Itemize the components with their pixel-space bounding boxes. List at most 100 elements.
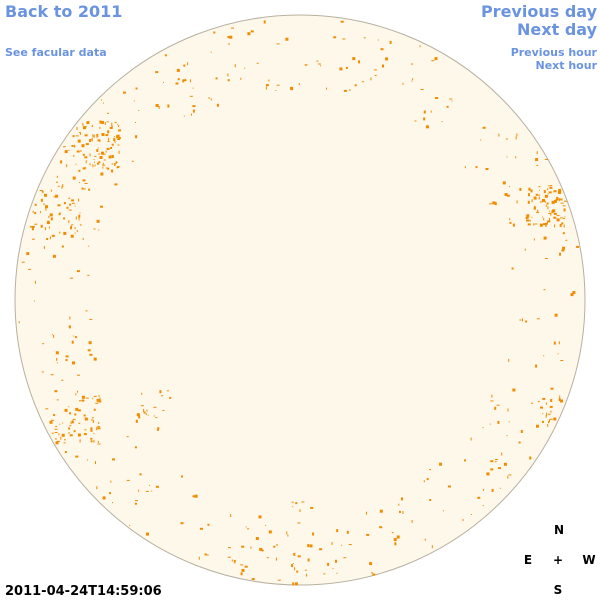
facula <box>342 38 346 40</box>
facula <box>64 451 67 454</box>
facula <box>536 318 540 320</box>
facula <box>54 390 58 393</box>
facula <box>562 232 565 235</box>
facula <box>46 221 50 225</box>
facula <box>135 87 138 90</box>
facula <box>394 542 397 546</box>
facula <box>470 514 472 515</box>
facula <box>70 226 72 230</box>
facula <box>92 134 94 137</box>
facula <box>93 134 95 138</box>
facula <box>570 293 574 297</box>
facula <box>559 252 561 256</box>
facula <box>527 223 531 226</box>
facula <box>74 205 76 207</box>
facula <box>554 224 556 228</box>
facula <box>486 472 490 476</box>
facula <box>72 335 74 337</box>
facula <box>576 245 580 248</box>
facula <box>305 65 307 66</box>
facula <box>544 258 548 259</box>
facula <box>506 156 508 158</box>
facula <box>73 430 76 433</box>
facula <box>91 419 94 421</box>
facula <box>43 245 45 249</box>
facula <box>66 206 69 209</box>
facula <box>155 485 159 488</box>
facula <box>398 503 400 506</box>
facula <box>565 239 568 241</box>
facula <box>68 149 70 151</box>
facula <box>277 579 281 581</box>
facula <box>183 79 187 82</box>
facula <box>346 530 349 534</box>
facula <box>78 217 80 221</box>
facula <box>113 138 116 142</box>
facula <box>31 238 35 240</box>
facula <box>69 316 71 320</box>
back-link[interactable]: Back to 2011 <box>5 2 122 21</box>
facula <box>101 151 104 155</box>
facula <box>33 300 35 302</box>
faculae <box>18 20 580 586</box>
facula <box>266 557 269 559</box>
facula <box>343 89 347 92</box>
facula <box>335 559 337 563</box>
facula <box>98 153 101 155</box>
facula <box>560 399 563 403</box>
facula <box>531 402 534 404</box>
facula <box>310 506 314 509</box>
facula <box>72 361 75 365</box>
facula <box>291 501 294 503</box>
facula <box>508 358 510 362</box>
facula <box>559 198 562 201</box>
facula <box>135 135 138 139</box>
next-hour-link[interactable]: Next hour <box>536 59 598 72</box>
facula <box>49 420 53 424</box>
facula <box>204 553 207 556</box>
facula <box>41 190 43 193</box>
facula <box>312 532 315 536</box>
facula <box>299 509 301 513</box>
facula <box>117 166 119 169</box>
facula <box>549 405 553 408</box>
facula <box>268 79 270 82</box>
facula <box>556 215 560 217</box>
facula <box>135 419 138 423</box>
facula <box>544 222 548 225</box>
facula <box>181 475 183 478</box>
facula <box>470 437 472 441</box>
facula <box>537 194 541 196</box>
facula <box>539 189 540 191</box>
facula <box>542 397 546 400</box>
facular-link[interactable]: See facular data <box>5 46 107 59</box>
facula <box>84 167 87 169</box>
facula <box>544 194 548 198</box>
next-day-link[interactable]: Next day <box>517 20 598 39</box>
facula <box>536 424 539 428</box>
prev-day-link[interactable]: Previous day <box>481 2 598 21</box>
facula <box>525 216 529 219</box>
facula <box>98 229 100 231</box>
facula <box>319 548 323 551</box>
facula <box>380 48 384 51</box>
facula <box>561 222 564 225</box>
facula <box>490 468 494 471</box>
facula <box>78 422 81 424</box>
facula <box>414 120 417 122</box>
facula <box>494 459 498 460</box>
facula <box>210 98 212 101</box>
facula <box>296 570 299 573</box>
facula <box>551 200 555 204</box>
facula <box>96 486 98 490</box>
facula <box>486 472 488 475</box>
facula <box>93 439 95 443</box>
facula <box>114 122 117 123</box>
facula <box>385 57 389 61</box>
prev-hour-link[interactable]: Previous hour <box>511 46 598 59</box>
facula <box>503 462 507 466</box>
facula <box>58 433 60 436</box>
facula <box>247 32 251 36</box>
facula <box>518 441 521 444</box>
facula <box>84 156 88 159</box>
